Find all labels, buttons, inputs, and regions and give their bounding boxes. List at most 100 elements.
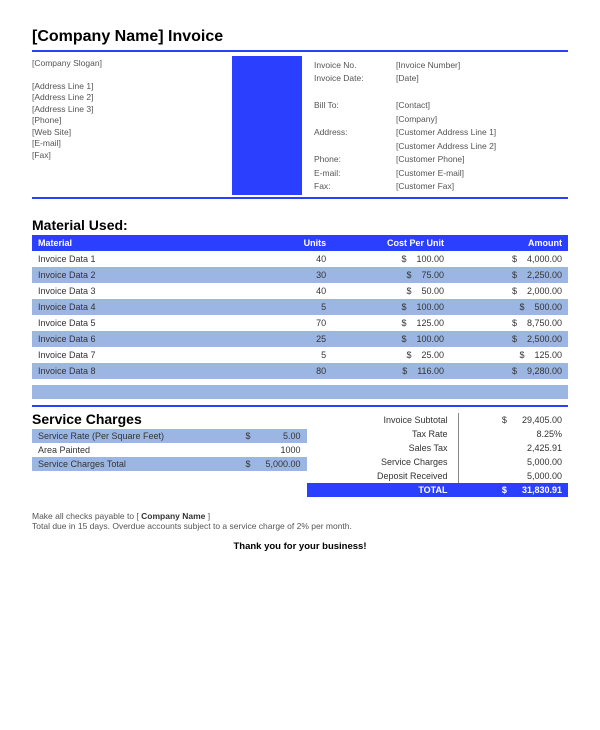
cell-material: Invoice Data 8: [32, 363, 268, 379]
materials-heading: Material Used:: [32, 217, 568, 233]
cell-material: Invoice Data 3: [32, 283, 268, 299]
cust-addr2: [Customer Address Line 2]: [396, 141, 500, 152]
cell-amount: $ 500.00: [450, 299, 568, 315]
company-addr3: [Address Line 3]: [32, 104, 232, 115]
cell-amount: $ 2,000.00: [450, 283, 568, 299]
subtotal-val: 29,405.00: [522, 415, 562, 425]
cell-material: Invoice Data 5: [32, 315, 268, 331]
cell-material: Invoice Data 4: [32, 299, 268, 315]
cell-cpu: $ 75.00: [332, 267, 450, 283]
table-row: Area Painted 1000: [32, 443, 307, 457]
invoice-title: [Company Name] Invoice: [32, 28, 568, 46]
cust-phone-label: Phone:: [314, 154, 394, 165]
cust-email-value: [Customer E-mail]: [396, 168, 500, 179]
cell-material: Invoice Data 1: [32, 251, 268, 267]
svc-charges-label: Service Charges: [307, 455, 458, 469]
table-row: Invoice Data 75$ 25.00$ 125.00: [32, 347, 568, 363]
footer-block: Make all checks payable to [ Company Nam…: [32, 511, 568, 531]
total-cur: $: [502, 485, 507, 495]
invoice-date-value: [Date]: [396, 73, 500, 84]
table-row: Invoice Data 45$ 100.00$ 500.00: [32, 299, 568, 315]
cust-address-label: Address:: [314, 127, 394, 138]
salestax-val: 2,425.91: [458, 441, 568, 455]
cell-cpu: $ 100.00: [332, 299, 450, 315]
company-slogan: [Company Slogan]: [32, 58, 232, 69]
subtotal-cur: $: [502, 415, 507, 425]
cust-addr1: [Customer Address Line 1]: [396, 127, 500, 138]
service-summary-block: Service Charges Service Rate (Per Square…: [32, 407, 568, 497]
cell-amount: $ 2,250.00: [450, 267, 568, 283]
table-row: Service Rate (Per Square Feet) $ 5.00: [32, 429, 307, 443]
info-block: [Company Slogan] [Address Line 1] [Addre…: [32, 56, 568, 195]
svc-total-label: Service Charges Total: [32, 457, 232, 471]
cell-cpu: $ 125.00: [332, 315, 450, 331]
svc-total-cur: $: [232, 457, 257, 471]
cust-email-label: E-mail:: [314, 168, 394, 179]
company-addr2: [Address Line 2]: [32, 92, 232, 103]
table-row: Invoice Data 340$ 50.00$ 2,000.00: [32, 283, 568, 299]
col-material: Material: [32, 235, 268, 251]
company-info: [Company Slogan] [Address Line 1] [Addre…: [32, 56, 232, 195]
col-units: Units: [268, 235, 332, 251]
cell-cpu: $ 116.00: [332, 363, 450, 379]
invoice-no-value: [Invoice Number]: [396, 60, 500, 71]
table-row: Invoice Data 140$ 100.00$ 4,000.00: [32, 251, 568, 267]
cell-cpu: $ 25.00: [332, 347, 450, 363]
svc-area-label: Area Painted: [32, 443, 232, 457]
svc-charges-val: 5,000.00: [458, 455, 568, 469]
deposit-label: Deposit Received: [307, 469, 458, 483]
billto-company: [Company]: [396, 114, 500, 125]
cell-material: Invoice Data 7: [32, 347, 268, 363]
cell-amount: $ 2,500.00: [450, 331, 568, 347]
invoice-no-label: Invoice No.: [314, 60, 394, 71]
cell-material: Invoice Data 6: [32, 331, 268, 347]
svc-rate-label: Service Rate (Per Square Feet): [32, 429, 232, 443]
cell-units: 40: [268, 251, 332, 267]
footer-line1-pre: Make all checks payable to [: [32, 511, 141, 521]
table-row: Service Charges Total $ 5,000.00: [32, 457, 307, 471]
cell-material: Invoice Data 2: [32, 267, 268, 283]
salestax-label: Sales Tax: [307, 441, 458, 455]
cell-cpu: $ 100.00: [332, 331, 450, 347]
table-row: Invoice Data 625$ 100.00$ 2,500.00: [32, 331, 568, 347]
divider-under-info: [32, 197, 568, 199]
cell-units: 5: [268, 299, 332, 315]
company-phone: [Phone]: [32, 115, 232, 126]
materials-table: Material Units Cost Per Unit Amount Invo…: [32, 235, 568, 379]
center-accent-bar: [232, 56, 302, 195]
invoice-meta: Invoice No.[Invoice Number] Invoice Date…: [302, 56, 568, 195]
svc-total-val: 5,000.00: [257, 457, 307, 471]
cell-units: 30: [268, 267, 332, 283]
table-row: Invoice Data 570$ 125.00$ 8,750.00: [32, 315, 568, 331]
divider-top: [32, 50, 568, 52]
billto-value: [Contact]: [396, 100, 500, 111]
company-addr1: [Address Line 1]: [32, 81, 232, 92]
invoice-date-label: Invoice Date:: [314, 73, 394, 84]
company-website: [Web Site]: [32, 127, 232, 138]
cell-units: 70: [268, 315, 332, 331]
total-val: 31,830.91: [522, 485, 562, 495]
col-cpu: Cost Per Unit: [332, 235, 450, 251]
company-fax: [Fax]: [32, 150, 232, 161]
cell-cpu: $ 100.00: [332, 251, 450, 267]
footer-thanks: Thank you for your business!: [32, 541, 568, 552]
cell-units: 80: [268, 363, 332, 379]
table-row: Invoice Data 880$ 116.00$ 9,280.00: [32, 363, 568, 379]
cell-amount: $ 9,280.00: [450, 363, 568, 379]
svc-area-val: 1000: [257, 443, 307, 457]
service-heading: Service Charges: [32, 411, 307, 427]
spacer-band: [32, 385, 568, 399]
footer-line1-post: ]: [205, 511, 210, 521]
cell-units: 25: [268, 331, 332, 347]
cell-cpu: $ 50.00: [332, 283, 450, 299]
table-row: Invoice Data 230$ 75.00$ 2,250.00: [32, 267, 568, 283]
billto-label: Bill To:: [314, 100, 394, 111]
cust-fax-value: [Customer Fax]: [396, 181, 500, 192]
cust-fax-label: Fax:: [314, 181, 394, 192]
total-label: TOTAL: [307, 483, 458, 497]
footer-line1-bold: Company Name: [141, 511, 205, 521]
footer-line2: Total due in 15 days. Overdue accounts s…: [32, 521, 352, 531]
cell-amount: $ 125.00: [450, 347, 568, 363]
taxrate-label: Tax Rate: [307, 427, 458, 441]
deposit-val: 5,000.00: [458, 469, 568, 483]
